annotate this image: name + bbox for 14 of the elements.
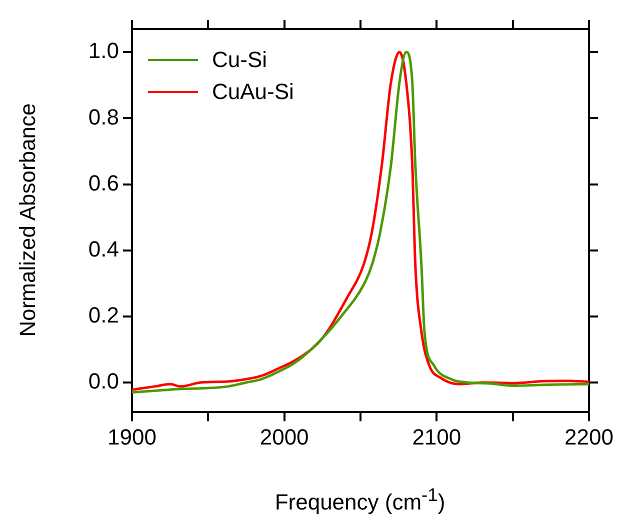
x-tick-label: 2000 [260, 424, 309, 450]
y-axis-title: Normalized Absorbance [15, 103, 41, 337]
y-tick-label: 0.2 [88, 302, 119, 328]
x-tick-label: 2100 [412, 424, 462, 450]
x-axis-title: Frequency (cm$^{-1}$) [274, 483, 446, 516]
y-tick-label: 0.8 [88, 104, 119, 130]
y-tick-label: 0.4 [88, 236, 119, 262]
legend-label: CuAu-Si [212, 79, 294, 105]
y-tick-label: 1.0 [88, 38, 119, 64]
x-tick-label: 1900 [108, 424, 156, 450]
legend-label: Cu-Si [212, 47, 268, 73]
y-tick-label: 0.0 [88, 368, 119, 394]
y-tick-label: 0.6 [88, 170, 119, 196]
x-tick-label: 2200 [564, 424, 614, 450]
